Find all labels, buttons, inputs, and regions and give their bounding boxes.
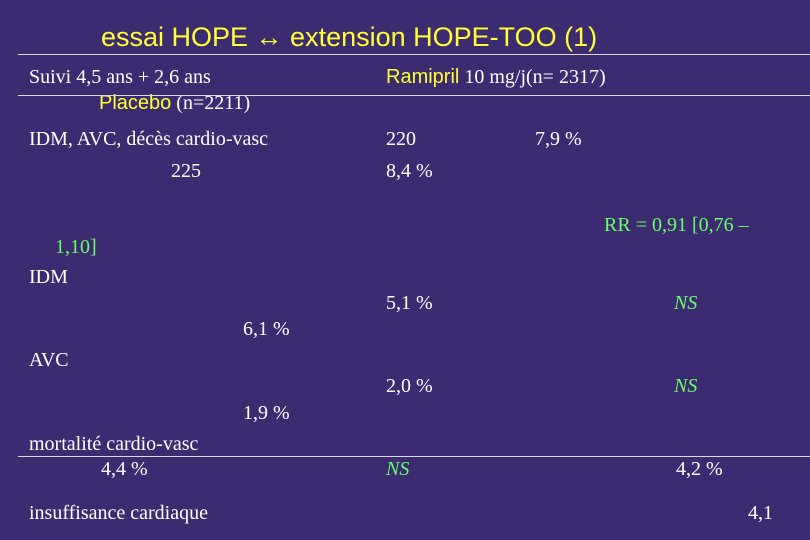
placebo-n: (n=2211) bbox=[171, 92, 251, 114]
mortality-label: mortalité cardio-vasc bbox=[29, 433, 199, 455]
ramipril-dose: 10 mg/j(n= 2317) bbox=[459, 66, 606, 88]
composite-placebo-pct: 8,4 % bbox=[386, 160, 433, 182]
composite-placebo-n: 225 bbox=[171, 160, 201, 182]
idm-significance: NS bbox=[674, 292, 698, 314]
placebo-header: Placebo (n=2211) bbox=[99, 92, 250, 115]
mortality-ramipril-value: 4,2 % bbox=[676, 458, 723, 480]
composite-ramipril-n: 220 bbox=[386, 128, 416, 150]
mortality-significance: NS bbox=[386, 458, 410, 480]
idm-ramipril-value: 5,1 % bbox=[386, 292, 433, 314]
mortality-placebo-value: 4,4 % bbox=[101, 458, 148, 480]
followup-label: Suivi 4,5 ans + 2,6 ans bbox=[29, 66, 211, 88]
ramipril-header: Ramipril 10 mg/j(n= 2317) bbox=[386, 66, 606, 89]
avc-ramipril-value: 2,0 % bbox=[386, 375, 433, 397]
composite-ramipril-pct: 7,9 % bbox=[535, 128, 582, 150]
title-divider bbox=[18, 54, 810, 55]
relative-risk-line2: 1,10] bbox=[55, 236, 97, 258]
heart-failure-label: insuffisance cardiaque bbox=[29, 502, 208, 524]
idm-label: IDM bbox=[29, 266, 68, 288]
composite-label: IDM, AVC, décès cardio-vasc bbox=[29, 128, 269, 150]
avc-placebo-value: 1,9 % bbox=[243, 402, 290, 424]
header-divider bbox=[18, 95, 810, 96]
avc-significance: NS bbox=[674, 375, 698, 397]
placebo-name: Placebo bbox=[99, 92, 172, 114]
idm-placebo-value: 6,1 % bbox=[243, 318, 290, 340]
page-title: essai HOPE ↔ extension HOPE-TOO (1) bbox=[101, 22, 598, 52]
ramipril-name: Ramipril bbox=[386, 66, 460, 88]
heart-failure-value: 4,1 bbox=[748, 502, 773, 524]
avc-label: AVC bbox=[29, 349, 69, 371]
mortality-divider bbox=[18, 456, 810, 457]
relative-risk-line1: RR = 0,91 [0,76 – bbox=[604, 214, 749, 236]
